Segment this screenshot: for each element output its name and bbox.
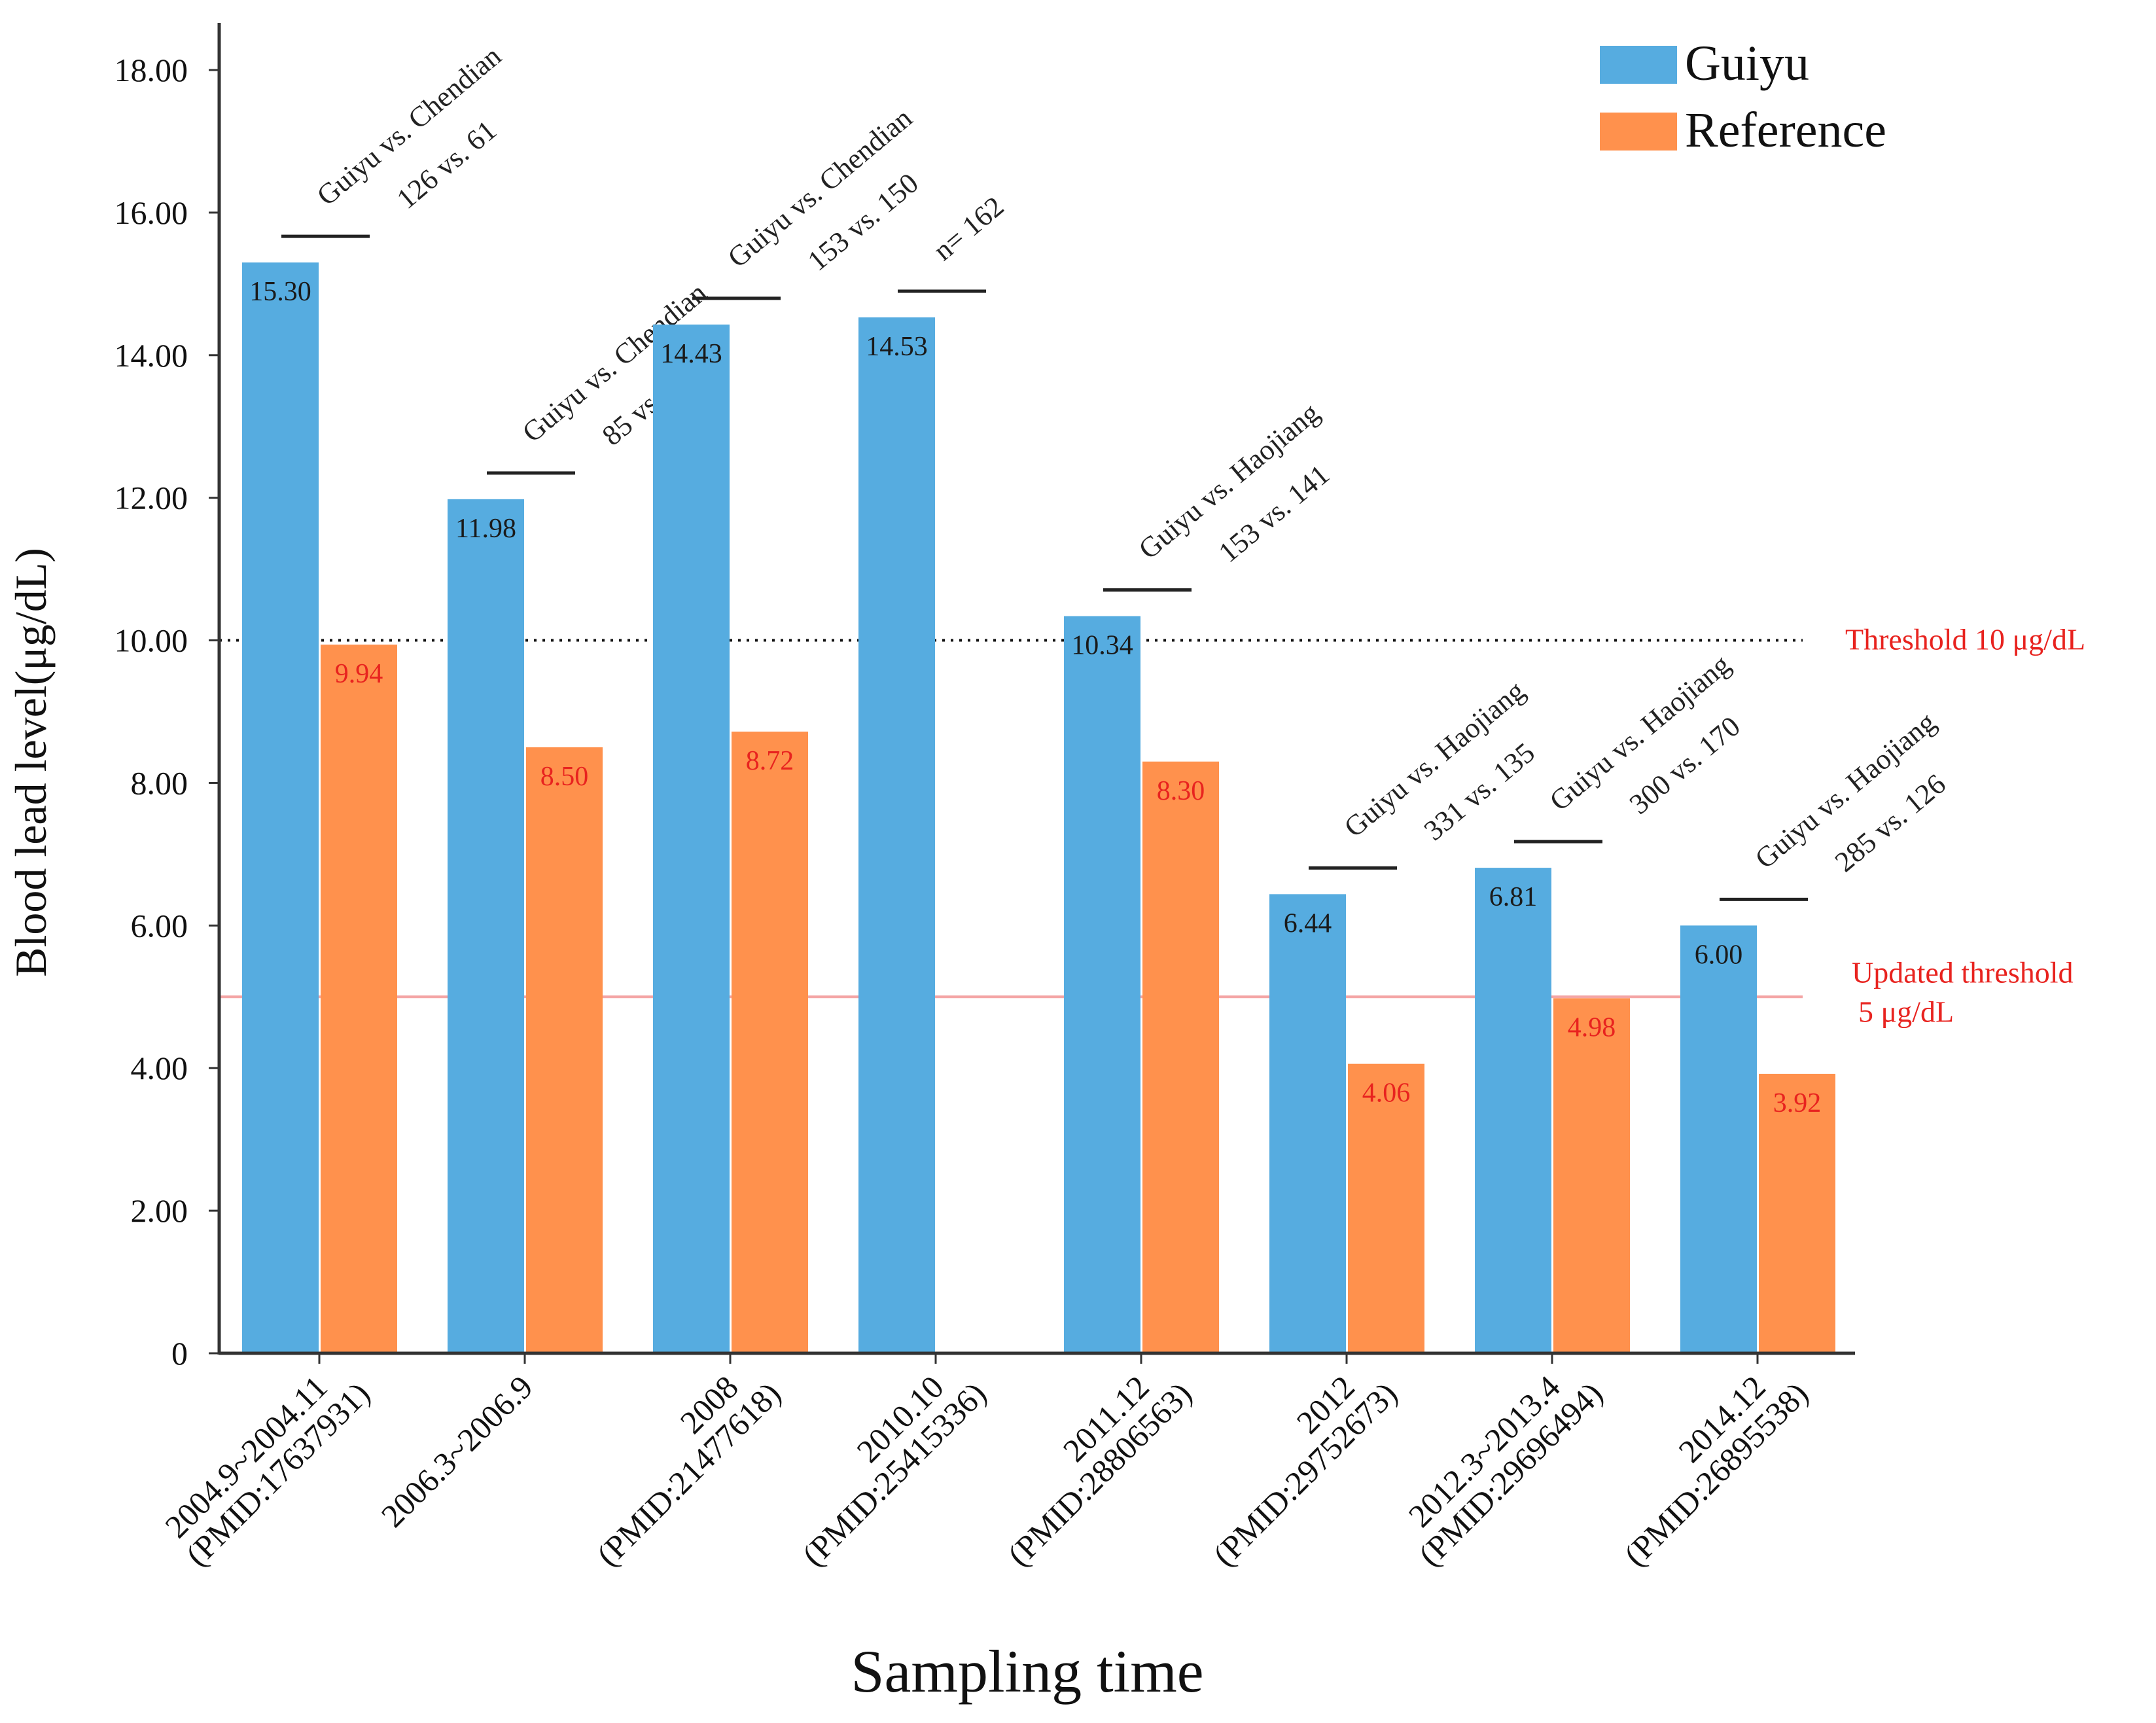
- y-tick-label-8: 16.00: [115, 194, 188, 231]
- data-label-guiyu-3: 14.53: [866, 332, 928, 362]
- plot-area: Threshold 10 μg/dL Updated threshold 5 μg/…: [115, 23, 2085, 1573]
- data-label-reference-2: 8.72: [746, 746, 794, 776]
- data-label-guiyu-6: 6.81: [1489, 882, 1538, 912]
- data-label-reference-6: 4.98: [1568, 1012, 1616, 1042]
- data-label-guiyu-2: 14.43: [660, 339, 722, 369]
- data-label-reference-5: 4.06: [1362, 1078, 1411, 1109]
- bar-guiyu-3: [858, 317, 935, 1353]
- bar-reference-0: [321, 645, 397, 1353]
- y-tick-label-2: 4.00: [131, 1050, 188, 1086]
- x-tick-label-1: 2006.3~2006.9: [374, 1368, 540, 1534]
- x-axis-title: Sampling time: [851, 1638, 1203, 1705]
- bar-guiyu-4: [1064, 616, 1140, 1354]
- legend-swatch-guiyu: [1600, 46, 1677, 84]
- y-tick-label-3: 6.00: [131, 907, 188, 944]
- data-label-reference-4: 8.30: [1157, 776, 1205, 806]
- data-label-guiyu-5: 6.44: [1284, 908, 1332, 938]
- bar-reference-4: [1142, 761, 1219, 1353]
- y-tick-label-0: 0: [171, 1335, 188, 1372]
- bar-guiyu-6: [1475, 868, 1551, 1353]
- threshold-label-5: Updated threshold: [1852, 955, 2074, 989]
- y-tick-label-6: 12.00: [115, 480, 188, 516]
- legend-swatch-reference: [1600, 113, 1677, 151]
- y-tick-label-1: 2.00: [131, 1192, 188, 1229]
- legend-label-guiyu: Guiyu: [1685, 36, 1809, 91]
- bar-guiyu-1: [448, 499, 524, 1353]
- bar-reference-5: [1348, 1063, 1424, 1353]
- data-label-guiyu-4: 10.34: [1071, 631, 1133, 661]
- threshold-label-5: 5 μg/dL: [1858, 995, 1954, 1028]
- legend: Guiyu Reference: [1600, 36, 1886, 158]
- y-axis-title: Blood lead level(μg/dL): [6, 548, 56, 977]
- bar-reference-7: [1759, 1073, 1835, 1353]
- data-label-reference-7: 3.92: [1773, 1088, 1822, 1118]
- data-label-reference-1: 8.50: [540, 762, 589, 792]
- y-tick-label-5: 10.00: [115, 622, 188, 659]
- bar-guiyu-0: [242, 262, 319, 1353]
- y-tick-label-4: 8.00: [131, 764, 188, 801]
- data-label-guiyu-7: 6.00: [1695, 940, 1743, 970]
- bar-reference-6: [1553, 998, 1630, 1353]
- data-label-reference-0: 9.94: [335, 659, 383, 689]
- bar-reference-1: [526, 747, 603, 1353]
- y-tick-label-9: 18.00: [115, 52, 188, 88]
- bar-guiyu-2: [653, 324, 730, 1354]
- y-tick-label-7: 14.00: [115, 337, 188, 374]
- data-label-guiyu-1: 11.98: [455, 514, 516, 544]
- legend-label-reference: Reference: [1685, 103, 1886, 158]
- comparison-label-3: n= 162: [927, 190, 1010, 267]
- bar-reference-2: [732, 732, 808, 1353]
- bar-guiyu-7: [1680, 925, 1757, 1353]
- data-label-guiyu-0: 15.30: [249, 277, 311, 307]
- bar-guiyu-5: [1269, 894, 1346, 1353]
- threshold-label-10: Threshold 10 μg/dL: [1845, 623, 2085, 656]
